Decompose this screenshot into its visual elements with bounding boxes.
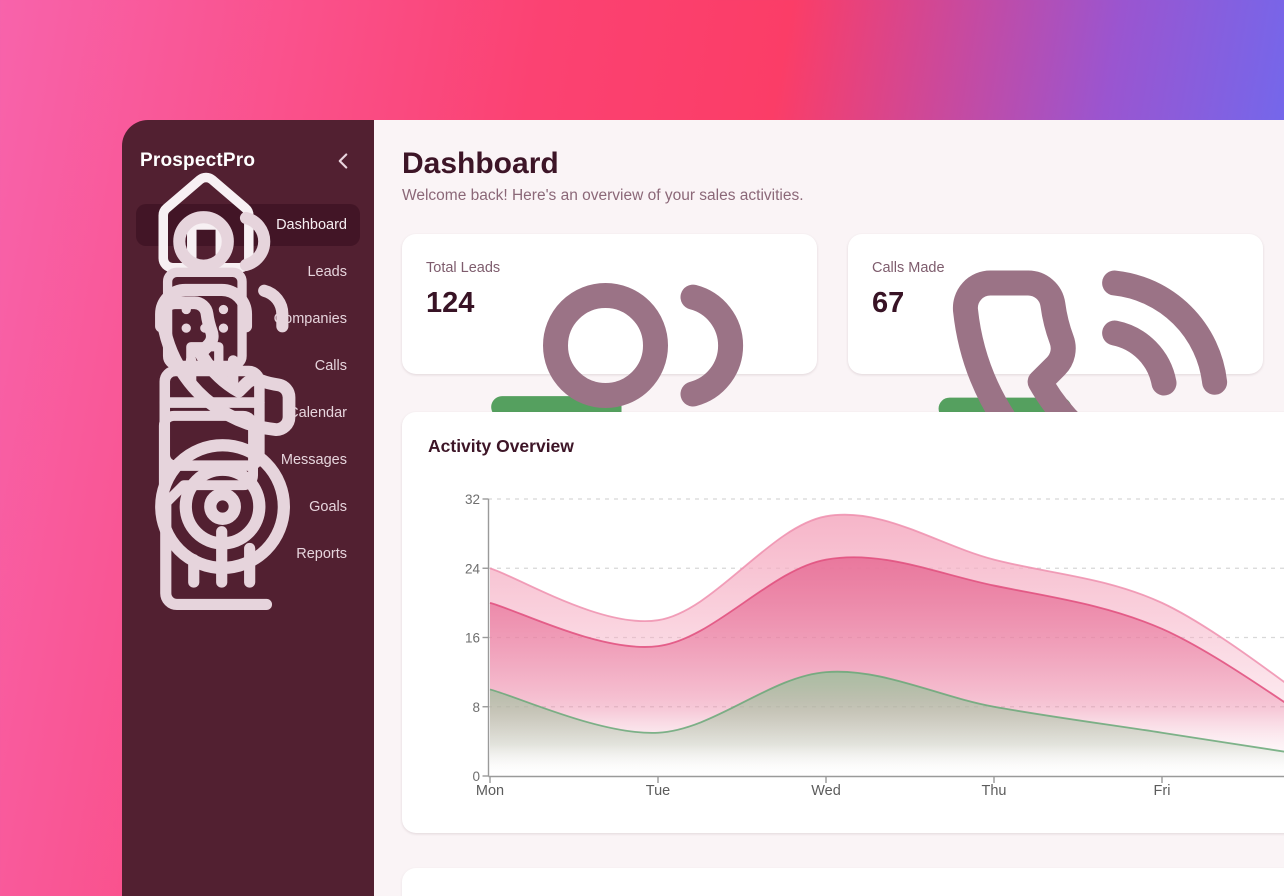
page-subtitle: Welcome back! Here's an overview of your… [402,187,804,204]
bar-chart-icon [149,487,283,621]
svg-text:16: 16 [465,631,480,646]
stat-label: Calls Made [872,260,945,276]
sidebar-item-reports[interactable]: Reports [136,498,360,610]
sidebar-item-label: Calendar [288,405,347,421]
svg-text:Mon: Mon [476,783,504,799]
stat-value: 67 [872,287,905,319]
sidebar-brand-row: ProspectPro [136,142,360,178]
sidebar: ProspectPro Dashboard Leads Companies Ca… [122,120,374,896]
sidebar-item-label: Messages [280,452,347,468]
chevron-left-icon [330,148,356,174]
svg-text:8: 8 [472,700,480,715]
sidebar-nav: Dashboard Leads Companies Calls Calendar… [136,172,360,610]
activity-chart: 0 8 16 24 32 Mon Tue Wed Thu Fri [465,492,1284,799]
brand-logo-text: ProspectPro [140,150,256,171]
stats-row: Total Leads 124 +12% vs last month Calls… [402,234,1284,545]
sidebar-item-label: Companies [273,311,347,327]
svg-text:32: 32 [465,492,480,507]
activity-overview-card: Activity Overview 0 8 16 24 32 Mon Tue Wed Thu Fr… [402,412,1284,833]
svg-text:24: 24 [465,561,481,576]
svg-text:Tue: Tue [646,783,670,799]
app-window: ProspectPro Dashboard Leads Companies Ca… [122,120,1284,896]
sidebar-item-label: Reports [296,546,347,562]
chart-title: Activity Overview [428,436,574,456]
sidebar-item-label: Calls [314,358,347,374]
main-content: Dashboard Welcome back! Here's an overvi… [374,120,1284,896]
stat-value: 124 [426,287,475,319]
svg-text:Thu: Thu [982,783,1007,799]
svg-text:Wed: Wed [811,783,841,799]
sidebar-item-label: Leads [307,264,347,280]
stat-card-total-leads: Total Leads 124 +12% vs last month [402,234,817,533]
sidebar-item-label: Goals [309,499,347,515]
stat-label: Total Leads [426,260,501,276]
bottom-card-clipped [402,868,1284,896]
page-title: Dashboard [402,147,559,180]
stat-card-calls-made: Calls Made 67 +8% vs last month [848,234,1263,545]
sidebar-collapse-button[interactable] [330,148,356,174]
svg-text:Fri: Fri [1154,783,1171,799]
sidebar-item-label: Dashboard [276,217,347,233]
svg-text:0: 0 [472,769,480,784]
